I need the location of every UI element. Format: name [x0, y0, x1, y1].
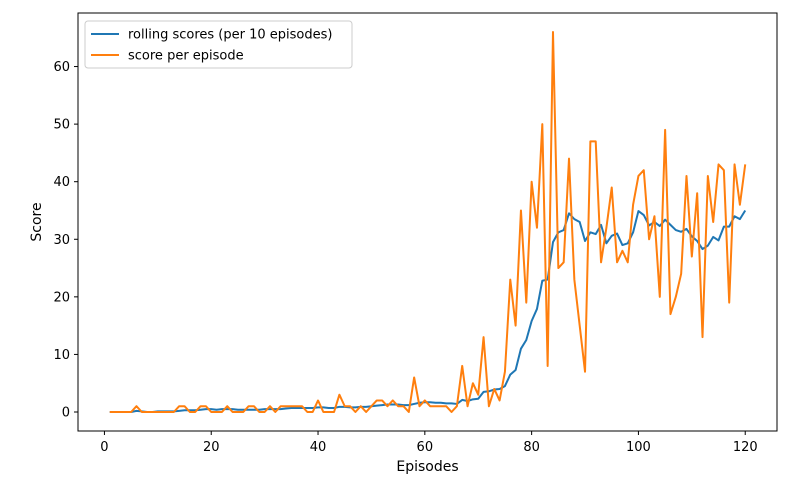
x-tick-label: 40 — [310, 440, 327, 455]
x-tick-label: 120 — [733, 440, 758, 455]
y-axis: 0 10 20 30 40 50 60 — [53, 60, 78, 421]
x-tick-label: 80 — [523, 440, 540, 455]
rolling-scores-line — [109, 209, 747, 413]
y-tick-label: 30 — [53, 233, 70, 248]
legend-label-rolling: rolling scores (per 10 episodes) — [128, 28, 332, 43]
x-tick-label: 0 — [100, 440, 108, 455]
plot-frame — [77, 12, 778, 432]
x-tick-label: 100 — [626, 440, 651, 455]
y-tick-label: 10 — [53, 348, 70, 363]
score-per-episode-line — [109, 31, 747, 413]
y-tick-label: 40 — [53, 175, 70, 190]
y-axis-label: Score — [29, 202, 45, 241]
y-tick-label: 50 — [53, 118, 70, 133]
x-tick-label: 60 — [417, 440, 434, 455]
legend-label-score: score per episode — [128, 49, 244, 64]
y-tick-label: 20 — [53, 290, 70, 305]
x-tick-label: 20 — [203, 440, 220, 455]
y-tick-label: 0 — [62, 406, 70, 421]
plot-lines — [109, 31, 747, 413]
x-axis: 0 20 40 60 80 100 120 — [100, 431, 758, 455]
y-tick-label: 60 — [53, 60, 70, 75]
legend: rolling scores (per 10 episodes) score p… — [84, 20, 353, 69]
x-axis-label: Episodes — [396, 459, 458, 475]
legend-box — [84, 20, 353, 69]
